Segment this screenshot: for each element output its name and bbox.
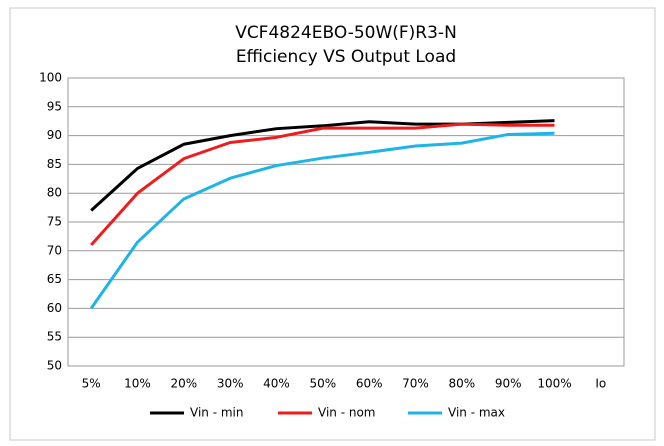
chart-title: VCF4824EBO-50W(F)R3-N bbox=[235, 23, 457, 43]
y-tick-label: 80 bbox=[47, 186, 62, 200]
x-tick-label: 10% bbox=[124, 377, 151, 391]
y-tick-label: 90 bbox=[47, 128, 62, 142]
y-tick-label: 70 bbox=[47, 243, 62, 257]
x-tick-label: 90% bbox=[495, 377, 522, 391]
x-tick-label: 100% bbox=[537, 377, 571, 391]
x-tick-label: 40% bbox=[263, 377, 290, 391]
x-tick-label: 50% bbox=[309, 377, 336, 391]
x-tick-label: 80% bbox=[448, 377, 475, 391]
y-tick-label: 100 bbox=[39, 71, 62, 85]
x-tick-label: 20% bbox=[170, 377, 197, 391]
y-tick-label: 95 bbox=[47, 99, 62, 113]
series-line bbox=[90, 122, 555, 247]
y-tick-label: 75 bbox=[47, 215, 62, 229]
legend-label: Vin - nom bbox=[318, 406, 375, 420]
legend-label: Vin - max bbox=[448, 406, 505, 420]
x-tick-label: 30% bbox=[217, 377, 244, 391]
x-tick-label: 60% bbox=[356, 377, 383, 391]
y-tick-label: 55 bbox=[47, 330, 62, 344]
x-tick-label: 70% bbox=[402, 377, 429, 391]
legend-label: Vin - min bbox=[190, 406, 243, 420]
series-line bbox=[89, 131, 555, 310]
x-tick-label: 5% bbox=[82, 377, 101, 391]
y-tick-label: 50 bbox=[47, 359, 62, 373]
chart-border bbox=[9, 7, 656, 441]
x-tick-label: Io bbox=[595, 377, 606, 391]
y-tick-label: 65 bbox=[47, 272, 62, 286]
chart-subtitle: Efficiency VS Output Load bbox=[236, 47, 456, 67]
y-tick-label: 60 bbox=[47, 301, 62, 315]
y-tick-label: 85 bbox=[47, 157, 62, 171]
